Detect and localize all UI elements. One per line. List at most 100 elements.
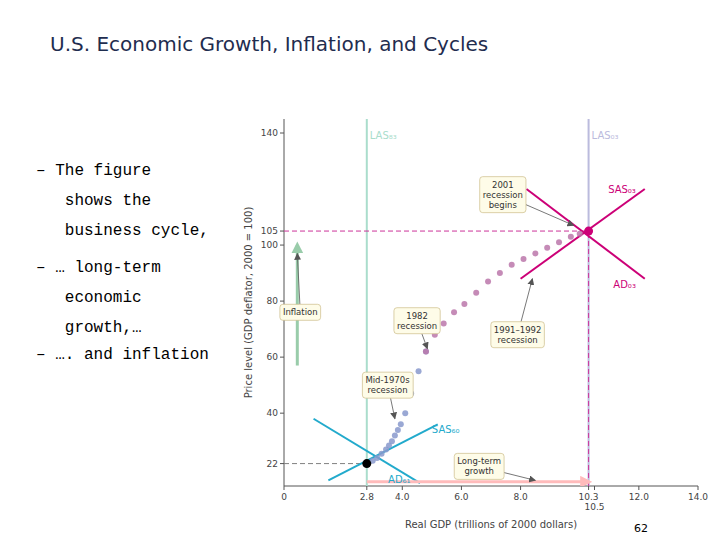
callout-line: recession [497,335,537,345]
line-label: SAS₀₃ [608,184,636,195]
data-point [485,278,491,284]
callout-line: Long-term [457,456,501,466]
y-tick [280,463,284,464]
y-axis-label: Price level (GDP deflator, 2000 = 100) [243,207,254,399]
data-point [584,227,593,236]
callout-box [480,177,526,213]
y-tick-label: 40 [267,408,279,418]
y-tick-label: 140 [261,128,278,138]
y-tick-label: 105 [261,226,278,236]
data-point [568,234,574,240]
x-tick-label: 10.5 [584,502,604,512]
x-axis-label: Real GDP (trillions of 2000 dollars) [405,519,577,530]
x-tick [402,486,403,490]
y-tick [280,357,284,358]
callout-line: 2001 [492,180,514,190]
x-tick [588,486,589,490]
data-point [473,290,479,296]
x-tick [520,486,521,490]
callout-arrow [526,205,574,226]
data-point [556,239,562,245]
y-axis-line [284,119,285,486]
data-point [423,349,429,355]
x-tick [461,486,462,490]
callout: Inflation [280,253,321,320]
x-tick-label: 4.0 [395,492,410,502]
y-tick-label: 100 [261,240,278,250]
bullet-line: economic [36,289,142,307]
callout: 1982recession [394,308,440,349]
data-point [532,250,538,256]
bullet-line: – … long-term [36,259,161,277]
callout-text: 1991–1992recession [494,325,542,345]
y-tick [280,231,284,232]
callout-line: recession [483,190,523,200]
data-line [284,231,589,232]
x-tick [366,486,367,490]
data-line [328,424,437,480]
data-point [451,309,457,315]
chart: U.S. Economic Growth, Inflation, and Cyc… [0,0,720,540]
callout-arrow [504,473,535,481]
line-label: SAS₆₀ [432,424,460,435]
data-point [521,256,527,262]
data-point [392,433,398,439]
y-tick [280,413,284,414]
bullet-line: shows the [36,192,151,210]
y-tick [280,133,284,134]
data-line [588,231,589,486]
callout-line: Inflation [283,307,318,317]
data-line [366,119,368,486]
y-tick [280,245,284,246]
bullet-line: business cycle, [36,222,209,240]
callout-line: Mid-1970s [365,375,410,385]
callout-text: 1982recession [397,311,437,331]
data-line [588,119,590,486]
data-point [402,410,408,416]
callout-arrow [391,398,395,419]
line-label: AD₆₁ [388,474,411,485]
callout: 2001recessionbegins [480,177,574,226]
bullet-line: growth,… [36,319,142,337]
callout-arrow [297,253,300,304]
y-tick [280,301,284,302]
data-point [389,438,395,444]
callout-line: begins [489,200,518,210]
bullet-line: – …. and inflation [36,346,209,364]
x-tick [284,486,285,490]
x-tick [594,486,595,490]
x-tick-label: 6.0 [454,492,469,502]
callout-line: 1991–1992 [494,325,542,335]
callout-box [491,322,545,348]
data-point [509,262,515,268]
bullet-line: – The figure [36,162,151,180]
data-point [374,455,380,461]
callout-box [454,453,504,479]
x-tick-label: 10.3 [579,492,599,502]
data-point [497,270,503,276]
x-tick [638,486,639,490]
callout-line: recession [367,385,407,395]
data-line [526,189,644,279]
x-tick-label: 14.0 [688,492,708,502]
data-point [441,321,447,327]
line-label: AD₀₃ [613,279,636,290]
x-tick-label: 8.0 [513,492,528,502]
callout-text: Long-termgrowth [457,456,501,476]
callout-box [280,304,321,320]
y-tick-label: 80 [267,296,279,306]
x-axis-line [284,486,698,487]
line-label: LAS₈₃ [370,130,397,141]
callout: Long-termgrowth [454,453,535,480]
x-tick [698,486,699,490]
data-point [577,231,583,237]
data-point [398,421,404,427]
page-number: 62 [634,522,648,535]
x-tick-label: 12.0 [629,492,649,502]
callout-text: Inflation [283,307,318,317]
callout-box [394,308,440,334]
y-tick-label: 22 [267,459,278,469]
annotations: SAS₆₀AD₆₁SAS₀₃AD₀₃LAS₈₃LAS₀₃InflationMid… [280,130,636,485]
data-point [423,349,429,355]
title: U.S. Economic Growth, Inflation, and Cyc… [50,32,488,56]
